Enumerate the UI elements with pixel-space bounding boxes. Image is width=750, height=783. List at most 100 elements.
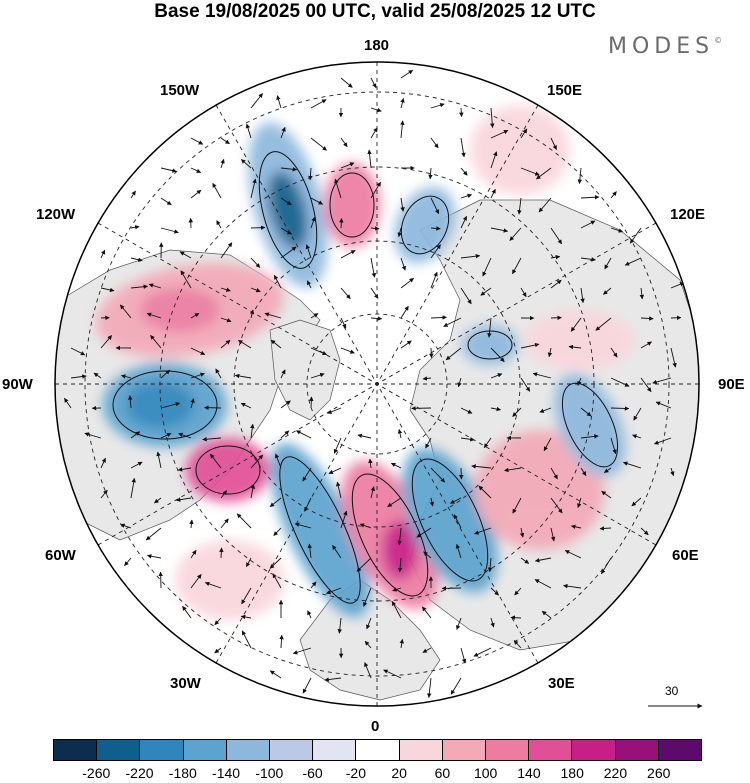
anomaly-hudson-low-core xyxy=(125,381,195,429)
wind-vector-arrow xyxy=(652,377,672,385)
colorbar-tick-label: -180 xyxy=(168,765,197,781)
colorbar-segment xyxy=(615,740,659,760)
wind-vector-arrow xyxy=(595,317,612,331)
wind-vector-arrow xyxy=(327,407,342,414)
wind-vector-arrow xyxy=(482,257,492,277)
wind-vector-arrow xyxy=(220,242,233,259)
wind-vector-arrow xyxy=(490,347,505,363)
anomaly-fields xyxy=(96,105,635,620)
wind-vector-arrow xyxy=(328,467,342,475)
wind-vector-arrow xyxy=(145,527,162,541)
wind-vector-arrow xyxy=(357,433,372,439)
wind-vector-arrow xyxy=(400,120,405,139)
wind-vector-arrow xyxy=(490,107,495,129)
wind-vector-arrow xyxy=(364,640,372,649)
wind-vector-arrow xyxy=(310,581,317,589)
wind-vector-arrow xyxy=(310,99,327,109)
colorbar-segment xyxy=(399,740,443,760)
wind-vector-arrow xyxy=(400,305,409,319)
colorbar-tick-label: 100 xyxy=(473,765,498,781)
wind-vector-arrow xyxy=(391,601,402,619)
wind-vector-arrow xyxy=(219,547,224,559)
wind-vector-arrow xyxy=(653,437,672,445)
wind-vector-arrow xyxy=(215,368,222,379)
wind-vector-arrow xyxy=(455,543,462,559)
wind-vector-arrow xyxy=(397,227,402,238)
wind-vector-arrow xyxy=(240,614,252,620)
wind-vector-arrow xyxy=(178,432,192,439)
wind-vector-arrow xyxy=(603,467,612,473)
colorbar-segment xyxy=(486,740,530,760)
wind-vector-arrow xyxy=(250,225,266,230)
contour-beaufort-high xyxy=(329,172,375,238)
colorbar-tick-label: -100 xyxy=(255,765,284,781)
contour-pacific-low xyxy=(258,151,318,269)
anomaly-scandinavia-low xyxy=(402,447,498,593)
wind-vector-arrow xyxy=(509,227,522,241)
wind-vector-arrow xyxy=(334,178,342,199)
lon-label-120w: 120W xyxy=(36,206,76,223)
wind-vector-arrow xyxy=(274,453,282,469)
wind-vector-arrow xyxy=(332,545,342,559)
wind-vector-arrow xyxy=(570,317,582,332)
wind-vector-arrow xyxy=(631,497,642,507)
wind-vector-arrow xyxy=(570,524,582,530)
colorbar-segment xyxy=(442,740,487,760)
wind-vector-arrow xyxy=(325,587,342,595)
wind-vector-arrow xyxy=(430,226,441,231)
colorbar-tick-label: 260 xyxy=(647,765,671,781)
wind-vector-arrow xyxy=(212,182,222,199)
wind-vector-arrow xyxy=(367,149,372,169)
wind-vector-arrow xyxy=(640,377,652,393)
wind-vector-arrow xyxy=(310,347,328,356)
wind-vector-arrow xyxy=(160,227,179,234)
meridian-120e-60w xyxy=(97,222,657,546)
wind-vector-arrow xyxy=(430,137,439,149)
wind-vector-arrow xyxy=(269,670,282,679)
wind-vector-arrow xyxy=(490,151,498,169)
wind-vector-arrow xyxy=(340,77,353,88)
wind-vector-arrow xyxy=(520,287,527,298)
wind-vector-arrow xyxy=(416,527,432,538)
anomaly-canada-high-core xyxy=(140,288,220,332)
contour-labrador-high xyxy=(195,445,261,495)
wind-vector-arrow xyxy=(390,462,402,469)
wind-vector-arrow xyxy=(430,467,446,483)
wind-vector-arrow xyxy=(397,428,403,439)
wind-vector-arrow xyxy=(670,347,677,368)
wind-vector-arrow xyxy=(310,197,324,205)
wind-vector-arrow xyxy=(427,677,432,698)
wind-vector-arrow xyxy=(310,372,325,379)
wind-vector-arrow xyxy=(130,431,141,439)
wind-vector-arrow xyxy=(100,335,113,349)
wind-vector-arrow xyxy=(370,257,377,278)
wind-vector-arrow xyxy=(273,527,282,536)
wind-vector-arrow xyxy=(430,271,438,289)
wind-vector-arrow xyxy=(250,178,257,199)
wind-vector-arrow xyxy=(238,339,252,349)
lon-label-30e: 30E xyxy=(548,675,575,692)
anomaly-north-pacific-high xyxy=(470,105,570,195)
wind-vector-arrow xyxy=(130,190,136,199)
wind-vector-arrow xyxy=(190,372,205,379)
wind-vector-arrow xyxy=(280,430,290,439)
wind-vector-arrow xyxy=(366,617,372,630)
contour-hudson-low xyxy=(112,370,218,440)
anomaly-labrador-high xyxy=(186,438,270,502)
wind-vector-arrow xyxy=(160,369,171,379)
colorbar-segment xyxy=(270,740,314,760)
wind-vector-arrow xyxy=(430,197,440,215)
wind-vector-arrow xyxy=(294,522,312,529)
wind-vector-arrow xyxy=(370,226,380,231)
wind-vector-arrow xyxy=(146,554,162,559)
wind-vector-arrow xyxy=(483,437,492,449)
wind-vector-arrow xyxy=(428,167,433,180)
anomaly-atlantic-low xyxy=(270,442,370,618)
colorbar-segment xyxy=(313,740,357,760)
wind-vector-arrow xyxy=(423,551,432,559)
wind-vector-arrow xyxy=(240,402,252,409)
wind-vector-arrow xyxy=(250,423,255,439)
brand-text: MODES xyxy=(608,34,715,59)
wind-vector-arrow xyxy=(309,396,314,409)
wind-vector-arrow xyxy=(310,137,327,151)
